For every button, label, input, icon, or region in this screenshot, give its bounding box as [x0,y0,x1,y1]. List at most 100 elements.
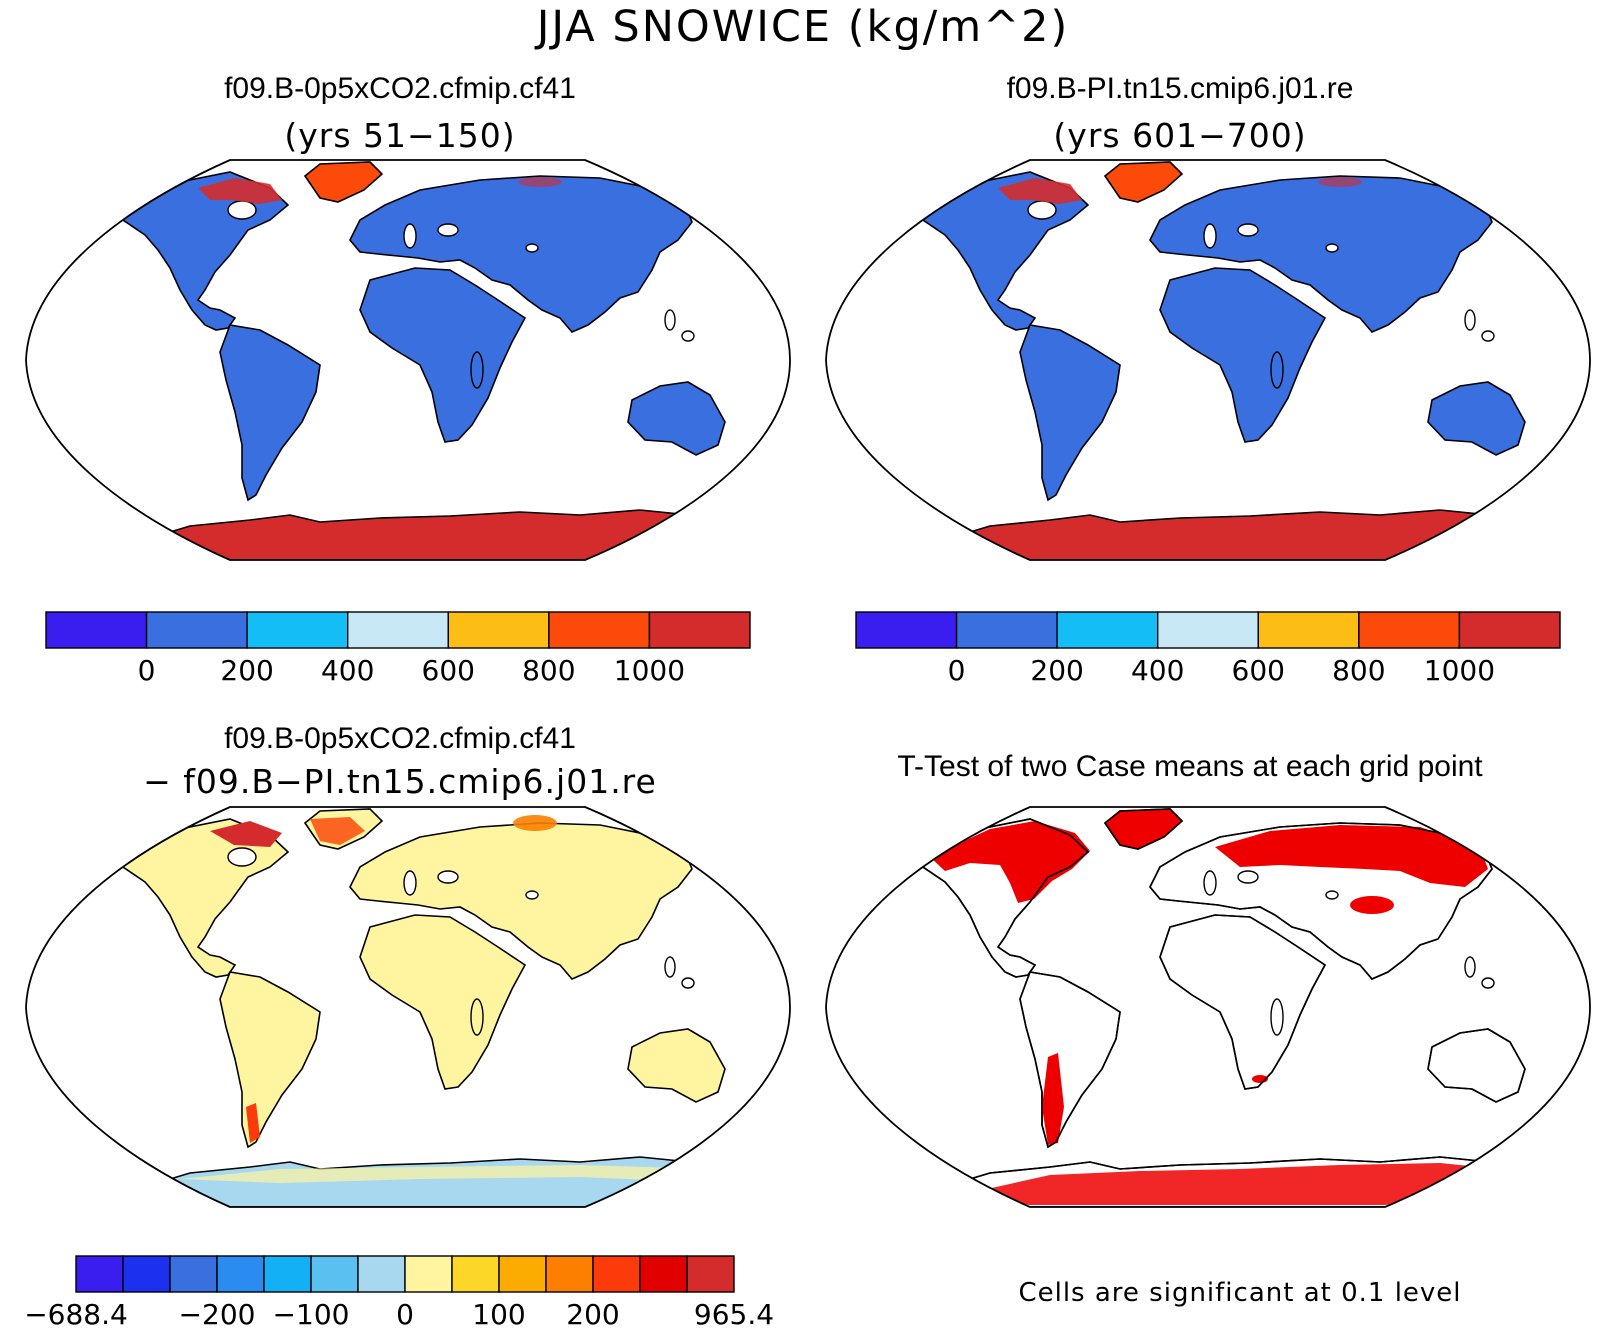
colorbar-tick-label: 800 [1332,654,1386,687]
siberia-diff-patch [513,815,557,831]
colorbar-case1 [45,611,751,649]
colorbar-box [45,611,148,649]
coast-feature [437,223,459,237]
coastline-northAmerica [918,818,1090,978]
land-antarctica [148,509,743,560]
coast-feature [1325,890,1339,900]
colorbar-box [447,611,550,649]
coast-feature [227,200,257,220]
colorbar-tick-label: 200 [220,654,274,687]
colorbar-box [1458,611,1561,649]
colorbar-tick-label: 0 [396,1298,414,1331]
colorbar-box [955,611,1058,649]
colorbar-box [404,1255,453,1293]
coast-feature [1237,870,1259,884]
colorbar-box [1056,611,1159,649]
colorbar-tick-label: 0 [137,654,156,687]
coastline-greenland [1103,808,1184,850]
coastline-antarctica [948,1156,1543,1207]
colorbar-box [216,1255,265,1293]
map-ttest [825,806,1591,1208]
colorbar-box [548,611,651,649]
colorbar-box [451,1255,500,1293]
coast-feature [403,223,417,249]
land-africa [359,267,527,443]
colorbar-tick-label: −688.4 [24,1298,128,1331]
colorbar-box [639,1255,688,1293]
coast-feature [525,890,539,900]
colorbar-box [686,1255,735,1293]
coastline-europeAsia [1149,822,1493,980]
map-outline [25,806,791,1208]
coast-feature [1325,243,1339,253]
colorbar-tick-label: 600 [1231,654,1286,687]
coast-feature [1481,330,1495,342]
coast-feature [681,977,695,989]
panel3-title: f09.B-0p5xCO2.cfmip.cf41 [224,722,576,755]
land-africa [359,914,527,1090]
colorbar-box [357,1255,406,1293]
colorbar-tick-label: 200 [566,1298,620,1331]
map-case2 [825,159,1591,561]
arctic-ice-patch [998,178,1082,204]
siberia-ice-patch [1318,177,1362,187]
colorbar-box [263,1255,312,1293]
coast-feature [664,956,676,978]
map-case1 [25,159,791,561]
colorbar-box [169,1255,218,1293]
colorbar-tick-label: 0 [947,654,966,687]
colorbar-tick-label: 400 [320,654,375,687]
coast-feature [1270,998,1284,1036]
coast-feature [470,998,484,1036]
land-southAmerica [1019,324,1121,502]
coast-feature [1270,351,1284,389]
panel1-title: f09.B-0p5xCO2.cfmip.cf41 [224,72,576,105]
coast-feature [1464,309,1476,331]
colorbar-box [347,611,449,649]
land-greenland [303,161,384,203]
panel1-subtitle: (yrs 51−150) [284,116,516,155]
colorbar-box [75,1255,124,1293]
coast-feature [681,330,695,342]
sig-greenland [1105,809,1182,849]
land-europeAsia [1149,175,1493,333]
coast-feature [437,870,459,884]
colorbar-tick-label: 200 [1030,654,1084,687]
colorbar-box [592,1255,641,1293]
colorbar-box [246,611,349,649]
coast-feature [1464,956,1476,978]
ttest-note: Cells are significant at 0.1 level [1018,1278,1462,1308]
coast-feature [525,243,539,253]
colorbar-box [310,1255,359,1293]
land-southAmerica [219,971,321,1149]
coast-feature [664,309,676,331]
andes-diff-patch [246,1103,260,1143]
map-outline [825,806,1591,1208]
colorbar-box [855,611,958,649]
sig-north-america [930,821,1090,903]
coast-feature [403,870,417,896]
colorbar-tick-label: 400 [1130,654,1185,687]
antarctic-diff-band [180,1165,720,1183]
coast-feature [227,847,257,867]
coast-feature [1237,223,1259,237]
land-southAmerica [219,324,321,502]
panel3-subtitle: − f09.B−PI.tn15.cmip6.j01.re [143,762,657,801]
colorbar-tick-label: 800 [522,654,576,687]
colorbar-tick-label: 1000 [1423,654,1496,687]
greenland-diff-patch [310,817,365,845]
land-australia [1427,381,1526,456]
colorbar-tick-label: −100 [272,1298,350,1331]
panel2-subtitle: (yrs 601−700) [1053,116,1307,155]
colorbar-box [498,1255,547,1293]
colorbar-case2 [855,611,1561,649]
sig-antarctica [960,1163,1520,1205]
panel2-title: f09.B-PI.tn15.cmip6.j01.re [1006,72,1354,105]
land-europeAsia [349,175,693,333]
colorbar-box [122,1255,171,1293]
colorbar-box [1257,611,1360,649]
land-greenland [1103,161,1184,203]
coastline-australia [1427,1028,1526,1103]
colorbar-tick-label: −200 [178,1298,256,1331]
colorbar-tick-label: 100 [472,1298,526,1331]
